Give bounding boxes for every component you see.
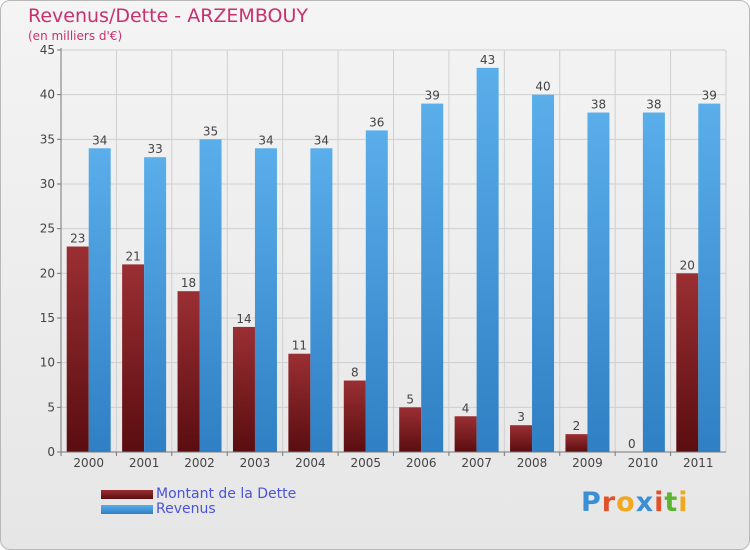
bar-dette <box>454 416 477 452</box>
chart-subtitle: (en milliers d'€) <box>28 29 123 43</box>
x-tick-label: 2011 <box>683 456 714 470</box>
x-tick-label: 2006 <box>406 456 437 470</box>
data-label: 2 <box>573 419 581 433</box>
y-tick-label: 0 <box>47 445 55 459</box>
bars: 23 34 21 33 18 35 14 34 11 34 8 36 5 39 4 43 3 40 2 38 0 38 20… <box>66 53 721 453</box>
legend-label-revenus: Revenus <box>156 501 216 517</box>
data-label: 11 <box>292 339 307 353</box>
x-tick-label: 2000 <box>73 456 104 470</box>
y-tick-label: 45 <box>40 43 55 57</box>
proxiti-logo: Proxiti <box>581 487 689 518</box>
data-label: 34 <box>314 133 329 147</box>
data-label: 33 <box>147 142 162 156</box>
data-label: 4 <box>462 401 470 415</box>
data-label: 43 <box>480 53 495 67</box>
y-tick-label: 10 <box>40 356 55 370</box>
x-tick-label: 2010 <box>628 456 659 470</box>
bar-dette <box>399 407 422 452</box>
data-label: 40 <box>535 80 550 94</box>
y-tick-label: 40 <box>40 88 55 102</box>
y-tick-label: 35 <box>40 132 55 146</box>
bar-revenus <box>421 103 444 452</box>
x-tick-label: 2004 <box>295 456 326 470</box>
y-tick-label: 20 <box>40 266 55 280</box>
bar-revenus <box>587 112 610 453</box>
bar-dette <box>288 353 311 452</box>
x-tick-label: 2005 <box>351 456 382 470</box>
logo-letter: o <box>616 487 636 518</box>
legend-swatch-revenus <box>101 505 153 514</box>
y-tick-label: 5 <box>47 400 55 414</box>
x-tick-label: 2003 <box>240 456 271 470</box>
bar-dette <box>232 326 255 452</box>
data-label: 34 <box>92 133 107 147</box>
bar-revenus <box>88 148 111 452</box>
bar-revenus <box>310 148 333 452</box>
data-label: 36 <box>369 115 384 129</box>
x-tick-label: 2001 <box>129 456 160 470</box>
legend-swatch-dette <box>101 490 153 499</box>
x-tick-label: 2008 <box>517 456 548 470</box>
legend-label-dette: Montant de la Dette <box>156 486 297 502</box>
bar-dette <box>676 273 699 452</box>
logo-letter: P <box>581 487 602 518</box>
data-label: 3 <box>517 410 525 424</box>
y-tick-label: 25 <box>40 222 55 236</box>
data-label: 20 <box>680 258 695 272</box>
x-tick-label: 2009 <box>572 456 603 470</box>
bar-revenus <box>698 103 721 452</box>
data-label: 38 <box>646 98 661 112</box>
data-label: 23 <box>70 232 85 246</box>
y-tick-label: 15 <box>40 311 55 325</box>
bar-revenus <box>144 157 167 452</box>
bar-revenus <box>532 94 555 453</box>
data-label: 5 <box>406 392 414 406</box>
data-label: 18 <box>181 276 196 290</box>
data-label: 0 <box>628 437 636 451</box>
bar-dette <box>122 264 145 452</box>
logo-letter: x <box>635 487 655 518</box>
bar-dette <box>177 291 200 452</box>
bar-revenus <box>476 67 499 452</box>
bar-revenus <box>199 139 222 453</box>
data-label: 21 <box>125 249 140 263</box>
data-label: 39 <box>702 89 717 103</box>
bar-revenus <box>254 148 277 452</box>
x-tick-label: 2007 <box>461 456 492 470</box>
x-tick-label: 2002 <box>184 456 215 470</box>
data-label: 14 <box>236 312 251 326</box>
data-label: 38 <box>591 98 606 112</box>
bar-revenus <box>365 130 388 452</box>
data-label: 8 <box>351 366 359 380</box>
logo-letter: i <box>654 487 665 518</box>
bar-revenus <box>642 112 665 453</box>
bar-dette <box>510 425 533 452</box>
bar-dette <box>343 380 366 452</box>
data-label: 39 <box>425 89 440 103</box>
chart-title: Revenus/Dette - ARZEMBOUY <box>28 5 308 27</box>
logo-letter: r <box>601 487 617 518</box>
bar-dette <box>565 434 588 452</box>
bar-dette <box>66 246 89 452</box>
data-label: 34 <box>258 133 273 147</box>
data-label: 35 <box>203 124 218 138</box>
y-tick-label: 30 <box>40 177 55 191</box>
logo-letter: i <box>678 487 689 518</box>
logo-letter: t <box>664 487 679 518</box>
